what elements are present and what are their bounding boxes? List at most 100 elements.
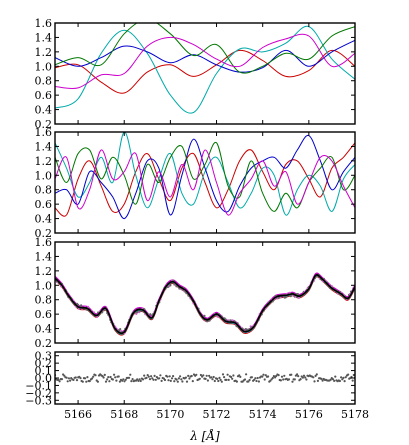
residual-point — [146, 374, 149, 377]
data-point — [296, 292, 299, 296]
residual-point — [67, 377, 70, 380]
residual-point — [109, 375, 112, 379]
residual-point — [338, 379, 341, 383]
residual-point — [264, 374, 267, 377]
residual-point — [86, 376, 89, 379]
residual-point — [91, 377, 94, 380]
residual-point — [223, 376, 226, 379]
residual-point — [279, 379, 282, 382]
residual-point — [218, 376, 221, 379]
residual-point — [231, 377, 234, 380]
y-tick-label: −0.2 — [25, 387, 52, 400]
residual-point — [123, 380, 126, 383]
residual-point — [291, 380, 294, 383]
residual-point — [226, 373, 229, 376]
residual-point — [107, 376, 110, 379]
residual-point — [255, 379, 258, 383]
residual-point — [106, 378, 109, 381]
residual-point — [239, 375, 242, 378]
residual-point — [199, 373, 202, 377]
residual-point — [351, 379, 354, 382]
y-tick-label: 0.1 — [35, 365, 53, 378]
data-point — [245, 328, 248, 331]
residual-point — [187, 374, 190, 377]
residual-point — [141, 378, 145, 381]
sample-line — [55, 39, 355, 73]
residual-point — [143, 374, 146, 377]
y-tick-label: 0.8 — [35, 294, 53, 307]
residual-point — [235, 380, 238, 383]
residual-point — [321, 379, 324, 382]
y-tick-label: 0.2 — [35, 337, 53, 350]
residual-point — [253, 378, 256, 381]
sample-line — [55, 142, 355, 217]
y-tick-label: −0.1 — [25, 379, 52, 392]
y-tick-label: 0.8 — [35, 75, 53, 88]
y-tick-label: 1.0 — [35, 169, 53, 182]
data-point — [80, 304, 83, 307]
panel-2: 0.20.4 0.60.8 1.01.2 1.41.6 — [35, 126, 356, 240]
residual-point — [124, 378, 127, 381]
data-point — [289, 295, 292, 298]
y-tick-label: 0.4 — [35, 104, 53, 117]
panel-4-frame — [54, 351, 356, 405]
residual-point — [208, 374, 211, 377]
panel-3-frame — [54, 241, 356, 344]
residual-point — [305, 378, 308, 381]
residual-point — [247, 380, 250, 383]
residual-point — [168, 375, 171, 378]
residual-point — [347, 373, 350, 376]
residual-point — [118, 380, 121, 383]
y-tick-label: 1.2 — [35, 265, 53, 278]
panel-1-lines — [55, 23, 355, 114]
sample-line — [55, 49, 355, 94]
y-tick-label: 0.4 — [35, 323, 53, 336]
residual-point — [290, 373, 293, 376]
data-point — [135, 312, 138, 315]
x-tick-label: 5168 — [110, 408, 138, 421]
residual-point — [167, 379, 170, 382]
panel-1-frame — [54, 22, 356, 125]
x-tick-label: 5178 — [341, 408, 369, 421]
residual-point — [216, 377, 219, 380]
residual-point — [65, 376, 68, 379]
residual-point — [151, 377, 154, 380]
residual-point — [184, 376, 187, 379]
residual-point — [58, 380, 61, 383]
residual-point — [342, 376, 345, 379]
residual-point — [202, 374, 205, 377]
residual-point — [84, 377, 87, 380]
residual-point — [210, 376, 213, 379]
residual-point — [74, 376, 77, 379]
residual-point — [267, 375, 270, 378]
residual-point — [344, 376, 347, 379]
residual-point — [313, 380, 316, 383]
residual-point — [296, 373, 299, 376]
data-point — [203, 314, 206, 317]
residual-point — [88, 380, 91, 383]
residual-point — [177, 377, 180, 380]
residual-point — [204, 377, 207, 380]
panel-3-lines — [55, 272, 355, 336]
x-tick-label: 5170 — [156, 408, 184, 421]
residual-point — [137, 379, 140, 382]
y-tick-label: 1.6 — [35, 236, 53, 249]
residual-point — [245, 373, 248, 376]
residual-point — [180, 378, 183, 381]
panel-4-yticks: 0.30.20.10.0−0.1−0.2−0.3 — [25, 350, 355, 407]
residual-point — [104, 380, 108, 383]
residual-point — [66, 380, 69, 383]
residual-point — [96, 380, 99, 383]
residual-point — [217, 379, 220, 383]
residual-point — [130, 380, 133, 383]
panel-4-xticks: 5166 5168 5170 5172 5174 5176 5178 — [64, 352, 369, 421]
x-tick-label: 5176 — [295, 408, 323, 421]
residual-point — [128, 376, 131, 379]
y-tick-label: 1.4 — [35, 31, 53, 44]
residual-point — [166, 375, 169, 378]
residual-point — [122, 378, 125, 381]
residual-point — [145, 376, 148, 379]
y-tick-label: 1.4 — [35, 250, 53, 263]
residual-point — [312, 376, 315, 379]
residual-point — [92, 375, 95, 378]
